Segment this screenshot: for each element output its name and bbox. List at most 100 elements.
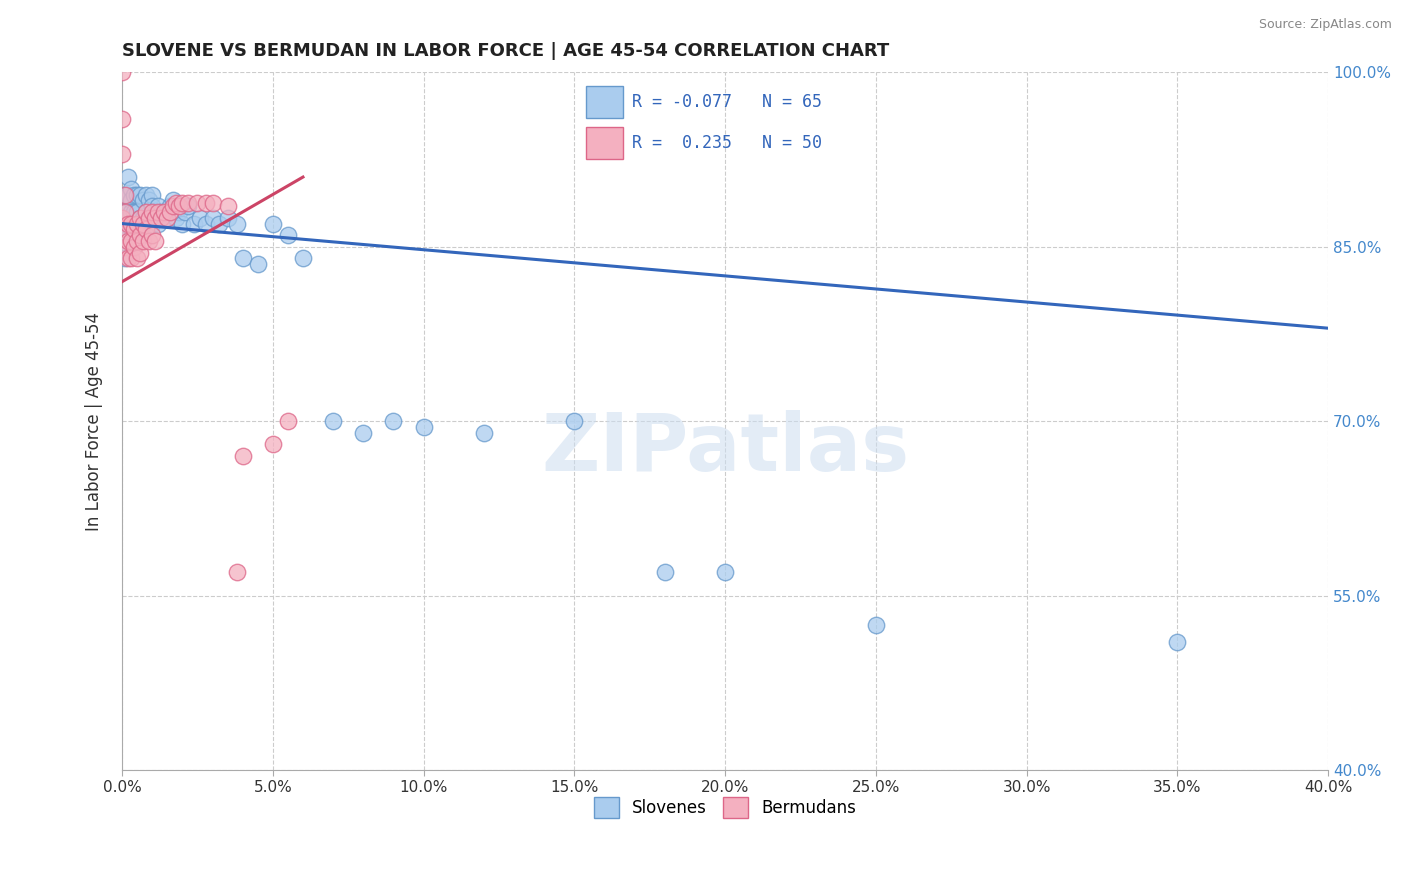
Point <box>865 617 887 632</box>
Point <box>322 414 344 428</box>
Y-axis label: In Labor Force | Age 45-54: In Labor Force | Age 45-54 <box>86 311 103 531</box>
Point <box>156 211 179 225</box>
Point <box>143 234 166 248</box>
Point <box>122 187 145 202</box>
Point <box>262 217 284 231</box>
Point <box>117 234 139 248</box>
Point <box>114 187 136 202</box>
Point <box>183 217 205 231</box>
Point <box>246 257 269 271</box>
Point <box>129 211 152 225</box>
Point <box>127 205 149 219</box>
Point <box>114 252 136 266</box>
Point <box>382 414 405 428</box>
Point <box>132 194 155 208</box>
Point <box>114 187 136 202</box>
Point <box>177 195 200 210</box>
Point <box>169 199 191 213</box>
Point <box>143 205 166 219</box>
Point <box>127 217 149 231</box>
Point <box>277 414 299 428</box>
Point <box>148 217 170 231</box>
Point <box>138 234 160 248</box>
Point <box>129 211 152 225</box>
Point <box>132 217 155 231</box>
Point <box>141 205 163 219</box>
Point <box>138 211 160 225</box>
Point <box>195 195 218 210</box>
Point <box>122 222 145 236</box>
Point <box>114 205 136 219</box>
Point <box>159 199 181 213</box>
Point <box>114 228 136 243</box>
Point <box>114 240 136 254</box>
Point <box>111 146 134 161</box>
Point <box>120 234 142 248</box>
Point <box>262 437 284 451</box>
Point <box>472 425 495 440</box>
Point <box>165 195 187 210</box>
Text: Source: ZipAtlas.com: Source: ZipAtlas.com <box>1258 18 1392 31</box>
Point <box>172 195 194 210</box>
Bar <box>586 87 623 119</box>
Point <box>207 217 229 231</box>
Bar <box>586 127 623 159</box>
Point <box>217 199 239 213</box>
Point <box>177 199 200 213</box>
Point <box>138 211 160 225</box>
Text: R = -0.077   N = 65: R = -0.077 N = 65 <box>633 94 823 112</box>
Point <box>111 112 134 126</box>
Point <box>714 566 737 580</box>
Point <box>148 199 170 213</box>
Point <box>141 217 163 231</box>
Point <box>120 194 142 208</box>
Point <box>141 187 163 202</box>
Point <box>127 222 149 236</box>
Point <box>1166 635 1188 649</box>
Point <box>148 205 170 219</box>
Text: ZIPatlas: ZIPatlas <box>541 410 910 488</box>
Point <box>120 205 142 219</box>
Point <box>412 420 434 434</box>
Point <box>135 222 157 236</box>
Point <box>232 449 254 463</box>
Point <box>153 205 176 219</box>
Point <box>138 194 160 208</box>
Point <box>122 205 145 219</box>
Text: R =  0.235   N = 50: R = 0.235 N = 50 <box>633 134 823 152</box>
Point <box>162 194 184 208</box>
Point <box>195 217 218 231</box>
Point <box>201 195 224 210</box>
Point <box>117 217 139 231</box>
Point <box>127 252 149 266</box>
Point <box>117 252 139 266</box>
Point <box>114 240 136 254</box>
Point <box>352 425 374 440</box>
Point <box>127 187 149 202</box>
Point <box>135 205 157 219</box>
Point <box>172 217 194 231</box>
Point <box>114 217 136 231</box>
Point <box>120 217 142 231</box>
Point <box>114 205 136 219</box>
Point <box>143 211 166 225</box>
Point <box>141 228 163 243</box>
Point <box>174 205 197 219</box>
Point <box>186 195 208 210</box>
Point <box>127 234 149 248</box>
Point <box>225 217 247 231</box>
Point <box>111 65 134 79</box>
Text: SLOVENE VS BERMUDAN IN LABOR FORCE | AGE 45-54 CORRELATION CHART: SLOVENE VS BERMUDAN IN LABOR FORCE | AGE… <box>122 42 890 60</box>
Point <box>153 211 176 225</box>
Point <box>114 222 136 236</box>
Point <box>162 199 184 213</box>
Point <box>165 211 187 225</box>
Point <box>150 211 173 225</box>
Point <box>120 222 142 236</box>
Point <box>120 252 142 266</box>
Point <box>225 566 247 580</box>
Point <box>562 414 585 428</box>
Point <box>291 252 314 266</box>
Point <box>129 187 152 202</box>
Point <box>129 228 152 243</box>
